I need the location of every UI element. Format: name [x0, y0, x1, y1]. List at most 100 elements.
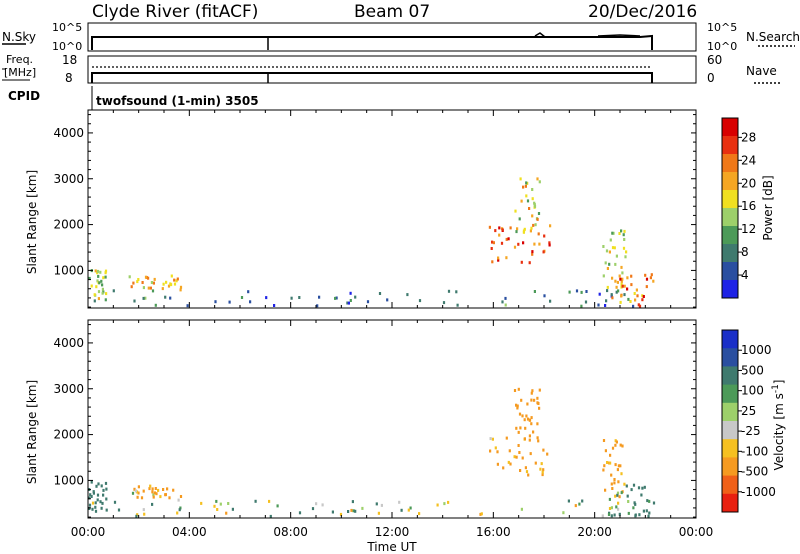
scatter-cell: [165, 280, 168, 284]
scatter-cell: [175, 279, 178, 283]
scatter-cell: [617, 289, 620, 293]
y-tick-label: 2000: [53, 428, 84, 442]
scatter-cell: [231, 507, 234, 511]
scatter-cell: [615, 440, 618, 444]
scatter-cell: [409, 506, 412, 510]
nsky-series: [91, 34, 653, 50]
scatter-cell: [615, 254, 618, 258]
scatter-cell: [530, 226, 533, 230]
scatter-cell: [347, 510, 350, 513]
scatter-cell: [502, 466, 505, 470]
scatter-cell: [612, 231, 615, 235]
scatter-cell: [614, 279, 617, 283]
scatter-cell: [102, 493, 105, 497]
scatter-cell: [645, 285, 648, 289]
scatter-cell: [215, 499, 218, 503]
scatter-cell: [642, 295, 645, 298]
scatter-cell: [518, 217, 521, 221]
scatter-cell: [351, 500, 354, 504]
colorbar-tick-label: 500: [741, 363, 764, 377]
scatter-cell: [144, 296, 147, 300]
scatter-cell: [528, 434, 531, 438]
scatter-cell: [105, 508, 108, 512]
colorbar-segment: [722, 384, 738, 404]
scatter-cell: [516, 406, 519, 410]
scatter-cell: [519, 177, 522, 181]
scatter-cell: [618, 512, 621, 516]
scatter-cell: [536, 401, 539, 405]
scatter-cell: [276, 504, 279, 508]
scatter-cell: [97, 290, 101, 294]
colorbar-segment: [722, 226, 738, 245]
scatter-cell: [494, 446, 497, 450]
scatter-cell: [151, 502, 154, 506]
scatter-cell: [526, 417, 530, 421]
scatter-cell: [100, 484, 103, 488]
scatter-cell: [525, 414, 528, 418]
scatter-cell: [543, 234, 546, 238]
scatter-cell: [619, 277, 622, 281]
scatter-cell: [101, 283, 104, 287]
scatter-cell: [575, 289, 579, 293]
scatter-cell: [521, 456, 524, 460]
scatter-cell: [112, 289, 115, 293]
scatter-cell: [649, 276, 652, 280]
scatter-cell: [608, 262, 611, 266]
scatter-cell: [346, 301, 349, 305]
scatter-cell: [620, 265, 623, 269]
scatter-cell: [525, 181, 528, 185]
scatter-cell: [172, 488, 175, 492]
scatter-cell: [177, 498, 180, 502]
scatter-cell: [154, 487, 157, 490]
y-tick-label: 3000: [53, 172, 84, 186]
scatter-cell: [567, 499, 570, 503]
colorbar-tick-label: -1000: [741, 485, 776, 499]
scatter-cell: [604, 488, 607, 492]
scatter-cell: [541, 473, 544, 477]
scatter-cell: [625, 484, 628, 488]
colorbar-segment: [722, 366, 738, 386]
scatter-cell: [520, 507, 523, 511]
scatter-cell: [491, 437, 494, 441]
scatter-cell: [133, 487, 136, 491]
colorbar-tick-label: -500: [741, 465, 768, 479]
scatter-cell: [617, 507, 620, 511]
scatter-cell: [507, 237, 510, 241]
scatter-cell: [501, 300, 504, 304]
scatter-cell: [643, 485, 646, 489]
nsky-detail: [534, 32, 641, 38]
scatter-cell: [517, 444, 520, 447]
x-tick-label: 08:00: [273, 525, 308, 539]
scatter-cell: [604, 449, 607, 453]
scatter-cell: [137, 485, 140, 489]
scatter-cell: [634, 514, 637, 518]
scatter-cell: [623, 229, 626, 233]
scatter-cell: [580, 290, 583, 294]
scatter-cell: [88, 503, 92, 507]
scatter-cell: [580, 304, 583, 308]
scatter-cell: [621, 284, 624, 288]
scatter-cell: [652, 279, 655, 283]
scatter-cell: [137, 278, 140, 281]
scatter-cell: [618, 232, 621, 235]
scatter-cell: [531, 389, 534, 393]
cpid-label: CPID: [8, 89, 40, 103]
scatter-cell: [515, 426, 518, 430]
scatter-cell: [619, 443, 622, 447]
colorbar-tick-label: 4: [741, 268, 749, 282]
scatter-cell: [505, 436, 508, 440]
scatter-cell: [496, 462, 499, 466]
scatter-cell: [176, 511, 179, 515]
scatter-cell: [162, 488, 165, 491]
scatter-cell: [352, 509, 355, 513]
scatter-cell: [530, 416, 533, 420]
scatter-cell: [626, 287, 629, 291]
scatter-cell: [354, 295, 357, 299]
scatter-cell: [619, 300, 622, 304]
nsky-panel: N.Sky 10^5 10^0 10^5 10^0 N.Search: [2, 21, 800, 53]
power-cbar-label: Power [dB]: [761, 175, 775, 240]
scatter-cell: [133, 299, 136, 303]
scatter-cell: [636, 294, 639, 298]
scatter-cell: [622, 246, 626, 250]
scatter-cell: [621, 271, 624, 275]
